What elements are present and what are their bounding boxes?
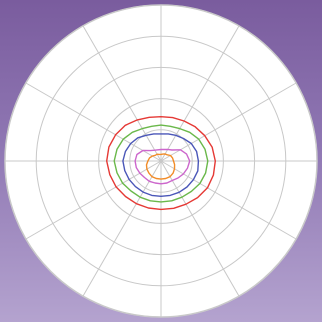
series-layer xyxy=(105,115,217,211)
series-line-2 xyxy=(134,148,191,185)
grid-spoke xyxy=(82,160,162,297)
series-line-4 xyxy=(113,124,209,203)
grid-spoke xyxy=(25,160,162,240)
series-line-3 xyxy=(122,133,200,198)
grid-spokes xyxy=(5,5,317,317)
grid-spoke xyxy=(25,82,162,162)
grid-spoke xyxy=(82,25,162,162)
series-line-5 xyxy=(105,115,217,211)
grid-spoke xyxy=(160,25,240,162)
series-line-1 xyxy=(145,153,176,180)
grid-spoke xyxy=(160,160,240,297)
grid-spoke xyxy=(160,82,297,162)
